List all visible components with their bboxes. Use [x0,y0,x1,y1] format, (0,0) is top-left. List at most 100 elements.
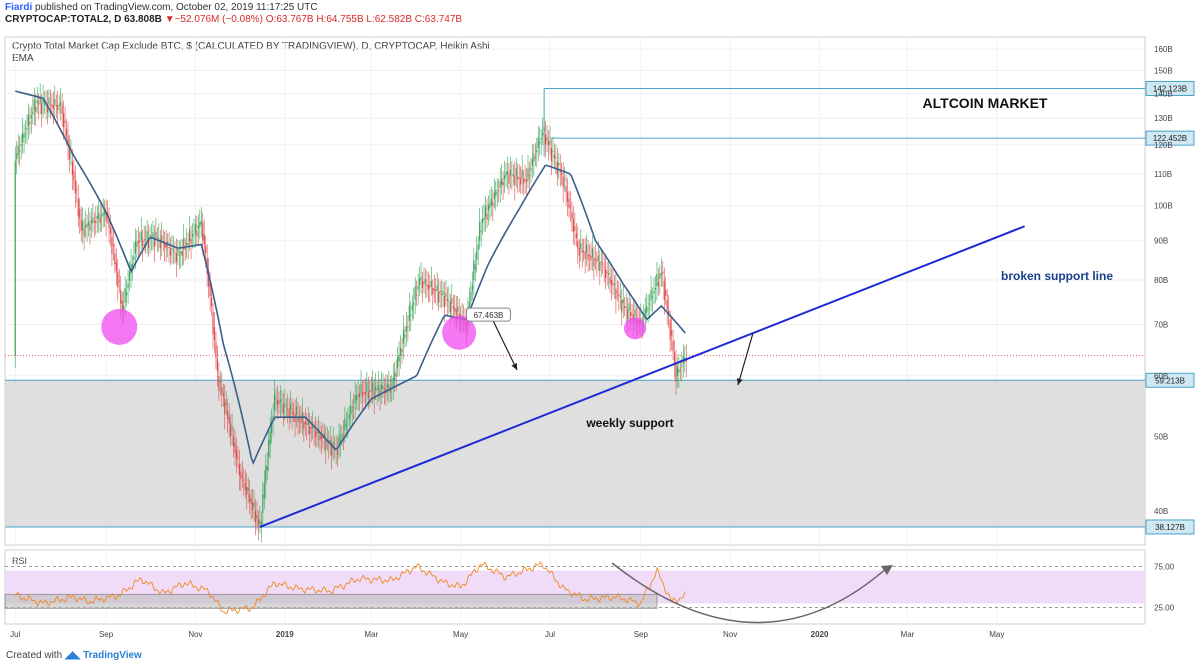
candle-body [137,240,139,243]
candle-body [389,387,391,393]
candle-body [215,342,217,358]
x-tick-label: Jul [10,630,20,639]
candle-body [356,395,358,401]
candle-body [610,280,613,286]
candle-body [266,466,268,471]
candle-body [525,179,528,183]
candle-body [407,326,409,328]
candle-body [147,238,150,248]
candle-body [24,133,27,135]
candle-body [539,141,541,144]
broken-support-trendline[interactable] [259,225,1026,528]
candle-body [622,299,624,303]
candle-body [376,388,378,390]
candle-body [501,178,503,185]
candle-body [509,169,512,175]
candle-body [320,436,323,439]
candle-body [591,248,594,257]
candle-body [35,106,37,113]
candle-body [414,286,416,300]
candle-body [470,291,472,302]
tradingview-logo-icon[interactable]: ◢◣ [64,650,81,661]
candle-body [486,213,488,220]
tradingview-brand[interactable]: TradingView [83,650,142,661]
candle-body [39,97,41,104]
highlight-circle [623,317,646,340]
candle-body [105,213,107,222]
author-name[interactable]: Fiardi [5,2,33,13]
candle-body [656,273,658,287]
candle-body [290,403,292,411]
candle-body [402,329,405,344]
candle-body [452,305,454,309]
candle-body [146,230,148,240]
candle-body [347,421,349,423]
price-label-box [1145,372,1195,388]
candle-body [531,158,533,166]
high-value: H:64.755B [316,14,364,25]
candle-body [339,439,342,443]
candle-body [350,405,352,415]
candle-body [216,358,219,372]
candle-body [490,198,492,205]
candle-body [210,297,213,307]
candle-body [583,251,585,253]
candle-body [41,103,43,114]
x-tick-label: Sep [99,630,114,639]
candle-body [178,254,180,256]
candle-body [666,299,668,310]
candle-body [373,390,375,400]
candle-body [627,308,629,320]
y-tick-label: 120B [1154,141,1173,150]
candle-body [537,137,539,149]
candle-body [199,222,201,227]
candle-body [32,111,34,115]
candle-body [33,99,35,111]
candle-body [108,220,110,229]
candle-body [599,261,601,272]
candle-body [489,203,491,208]
candle-body [26,127,28,130]
candle-body [276,400,279,406]
candle-body [594,258,596,260]
candle-body [468,301,471,313]
candle-body [14,160,16,356]
candle-body [423,281,425,284]
candle-body [586,244,588,254]
candle-body [49,104,52,106]
candle-body [142,239,144,246]
last-price: 63.808B [124,14,162,25]
candle-body [332,441,334,447]
candle-body [540,138,542,140]
candle-body [341,434,343,438]
candle-body [564,179,566,181]
candle-body [213,326,216,341]
candle-body [549,140,551,145]
candle-body [360,384,362,393]
candle-body [306,423,308,425]
candle-body [312,425,314,429]
candle-body [619,296,621,298]
candle-body [405,326,408,333]
x-tick-label: Jul [545,630,555,639]
candle-body [675,363,677,383]
candle-body [253,502,255,507]
x-tick-label: 2019 [276,630,294,639]
candle-body [643,319,645,321]
altcoin-market-label: ALTCOIN MARKET [923,95,1048,111]
candle-body [232,436,235,447]
candle-body [547,141,550,146]
candle-body [596,259,598,262]
candle-body [575,233,577,238]
candle-body [454,307,456,312]
candle-body [366,382,368,392]
candle-body [404,334,406,338]
candle-body [168,246,170,248]
candle-body [514,176,516,186]
candle-body [634,309,636,317]
candle-body [287,408,289,410]
candle-body [73,170,75,181]
candle-body [259,520,261,524]
price-label-box [1145,519,1195,535]
